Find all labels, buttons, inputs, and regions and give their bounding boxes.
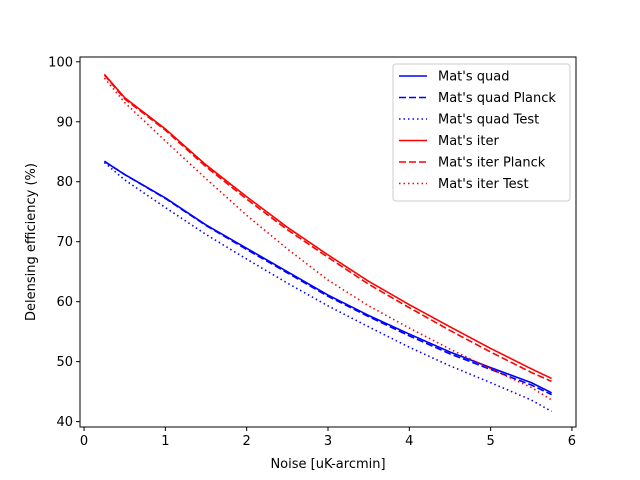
x-tick-label: 1 [161,434,169,449]
y-axis-label: Delensing efficiency (%) [24,163,39,321]
legend-label-3: Mat's iter [438,134,499,149]
series-line-1 [103,160,552,396]
legend-label-1: Mat's quad Planck [438,91,556,106]
x-axis-ticks: 0 1 2 3 4 5 6 [80,427,576,449]
y-tick-label: 50 [56,355,73,370]
x-axis-label: Noise [uK-arcmin] [270,457,385,472]
x-tick-label: 5 [486,434,494,449]
x-tick-label: 2 [243,434,251,449]
legend: Mat's quad Mat's quad Planck Mat's quad Te… [392,63,571,202]
y-axis-ticks: 40 50 60 70 80 90 100 [48,55,80,430]
series-line-2 [103,161,553,413]
legend-box [392,63,571,202]
x-tick-label: 6 [568,434,576,449]
legend-label-2: Mat's quad Test [438,113,539,128]
series-line-5 [103,77,553,401]
series-line-4 [103,74,552,383]
y-tick-label: 70 [56,235,73,250]
series-line-3 [103,73,552,380]
x-tick-label: 4 [405,434,413,449]
legend-label-4: Mat's iter Planck [438,156,546,171]
x-tick-label: 3 [324,434,332,449]
y-tick-label: 80 [56,175,73,190]
legend-label-5: Mat's iter Test [438,177,529,192]
y-tick-label: 60 [56,295,73,310]
y-tick-label: 90 [56,115,73,130]
plot-lines [103,73,553,413]
x-tick-label: 0 [80,434,88,449]
y-tick-label: 100 [48,55,73,70]
legend-label-0: Mat's quad [438,70,509,85]
y-tick-label: 40 [56,415,73,430]
